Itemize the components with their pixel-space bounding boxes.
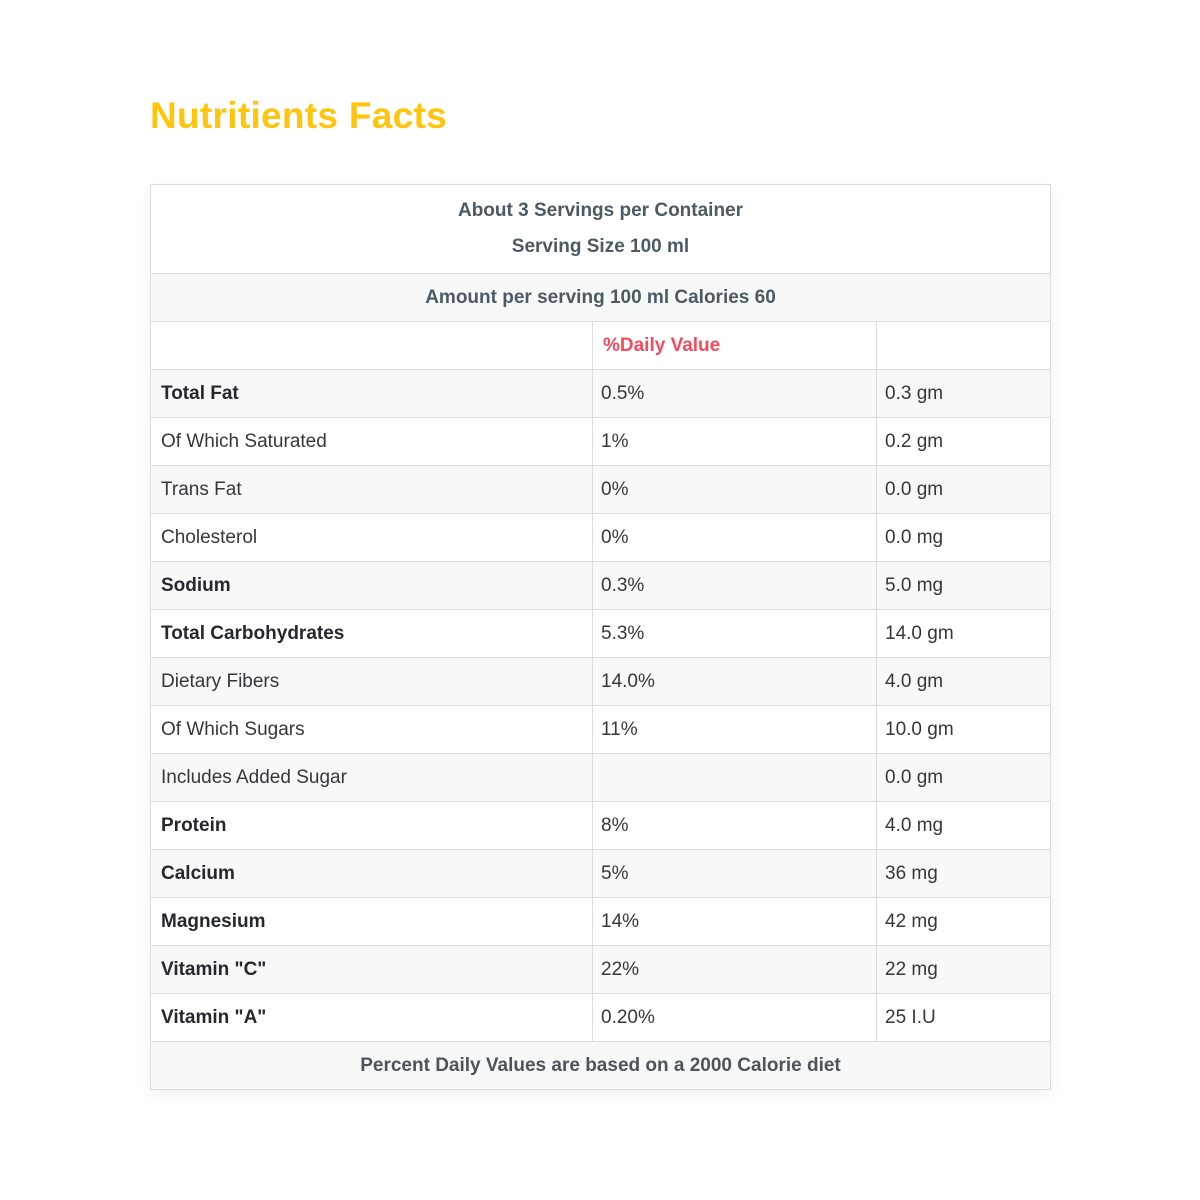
table-row: Vitamin "C" 22% 22 mg xyxy=(150,945,1051,994)
nutrient-amount: 22 mg xyxy=(876,945,1051,994)
nutrient-amount: 36 mg xyxy=(876,849,1051,898)
nutrient-label: Includes Added Sugar xyxy=(150,753,593,802)
nutrient-label: Vitamin "A" xyxy=(150,993,593,1042)
nutrient-label: Total Fat xyxy=(150,369,593,418)
column-header-row: %Daily Value xyxy=(150,321,1051,370)
footer-note-text: Percent Daily Values are based on a 2000… xyxy=(150,1041,1051,1090)
footer-row: Percent Daily Values are based on a 2000… xyxy=(150,1041,1051,1090)
nutrient-amount: 0.0 gm xyxy=(876,465,1051,514)
nutrient-daily-value: 1% xyxy=(592,417,877,466)
nutrient-amount: 4.0 mg xyxy=(876,801,1051,850)
daily-value-column-header: %Daily Value xyxy=(592,321,877,370)
servings-header-row: About 3 Servings per Container Serving S… xyxy=(150,184,1051,274)
empty-header-cell xyxy=(876,321,1051,370)
nutrient-label: Protein xyxy=(150,801,593,850)
nutrient-amount: 0.3 gm xyxy=(876,369,1051,418)
table-row: Total Carbohydrates 5.3% 14.0 gm xyxy=(150,609,1051,658)
nutrient-daily-value: 0% xyxy=(592,513,877,562)
table-row: Dietary Fibers 14.0% 4.0 gm xyxy=(150,657,1051,706)
table-header-section: About 3 Servings per Container Serving S… xyxy=(150,184,1051,370)
nutrient-label: Sodium xyxy=(150,561,593,610)
nutrient-amount: 4.0 gm xyxy=(876,657,1051,706)
nutrient-daily-value: 11% xyxy=(592,705,877,754)
amount-per-serving-text: Amount per serving 100 ml Calories 60 xyxy=(150,273,1051,322)
nutrient-label: Of Which Sugars xyxy=(150,705,593,754)
nutrient-label: Magnesium xyxy=(150,897,593,946)
nutrient-rows-section: Total Fat 0.5% 0.3 gm Of Which Saturated… xyxy=(150,369,1051,1042)
table-row: Trans Fat 0% 0.0 gm xyxy=(150,465,1051,514)
nutrient-amount: 25 I.U xyxy=(876,993,1051,1042)
nutrition-facts-table: About 3 Servings per Container Serving S… xyxy=(150,184,1051,1090)
table-row: Of Which Saturated 1% 0.2 gm xyxy=(150,417,1051,466)
table-row: Cholesterol 0% 0.0 mg xyxy=(150,513,1051,562)
table-row: Magnesium 14% 42 mg xyxy=(150,897,1051,946)
nutrient-label: Vitamin "C" xyxy=(150,945,593,994)
nutrient-daily-value: 0.20% xyxy=(592,993,877,1042)
table-row: Total Fat 0.5% 0.3 gm xyxy=(150,369,1051,418)
nutrient-daily-value xyxy=(592,753,877,802)
empty-header-cell xyxy=(150,321,593,370)
nutrient-amount: 10.0 gm xyxy=(876,705,1051,754)
nutrient-daily-value: 14% xyxy=(592,897,877,946)
table-row: Includes Added Sugar 0.0 gm xyxy=(150,753,1051,802)
nutrient-daily-value: 5.3% xyxy=(592,609,877,658)
servings-per-container-text: About 3 Servings per Container xyxy=(457,200,744,221)
nutrient-amount: 5.0 mg xyxy=(876,561,1051,610)
amount-per-serving-row: Amount per serving 100 ml Calories 60 xyxy=(150,273,1051,322)
nutrient-daily-value: 22% xyxy=(592,945,877,994)
table-footer-section: Percent Daily Values are based on a 2000… xyxy=(150,1041,1051,1090)
page-title: Nutritients Facts xyxy=(150,95,448,136)
servings-header-cell: About 3 Servings per Container Serving S… xyxy=(150,184,1051,274)
nutrient-daily-value: 14.0% xyxy=(592,657,877,706)
nutrient-label: Total Carbohydrates xyxy=(150,609,593,658)
nutrient-amount: 42 mg xyxy=(876,897,1051,946)
nutrient-amount: 0.0 gm xyxy=(876,753,1051,802)
nutrient-amount: 14.0 gm xyxy=(876,609,1051,658)
nutrient-daily-value: 0.5% xyxy=(592,369,877,418)
nutrient-daily-value: 0% xyxy=(592,465,877,514)
nutrient-label: Dietary Fibers xyxy=(150,657,593,706)
table-row: Of Which Sugars 11% 10.0 gm xyxy=(150,705,1051,754)
nutrient-label: Of Which Saturated xyxy=(150,417,593,466)
nutrient-amount: 0.0 mg xyxy=(876,513,1051,562)
nutrient-daily-value: 8% xyxy=(592,801,877,850)
nutrient-daily-value: 0.3% xyxy=(592,561,877,610)
table-row: Vitamin "A" 0.20% 25 I.U xyxy=(150,993,1051,1042)
nutrient-label: Trans Fat xyxy=(150,465,593,514)
table-row: Protein 8% 4.0 mg xyxy=(150,801,1051,850)
table-row: Sodium 0.3% 5.0 mg xyxy=(150,561,1051,610)
serving-size-text: Serving Size 100 ml xyxy=(511,236,690,257)
nutrient-daily-value: 5% xyxy=(592,849,877,898)
nutrient-label: Calcium xyxy=(150,849,593,898)
nutrient-amount: 0.2 gm xyxy=(876,417,1051,466)
table-row: Calcium 5% 36 mg xyxy=(150,849,1051,898)
nutrient-label: Cholesterol xyxy=(150,513,593,562)
nutrition-facts-page: Nutritients Facts About 3 Servings per C… xyxy=(150,95,1051,1090)
